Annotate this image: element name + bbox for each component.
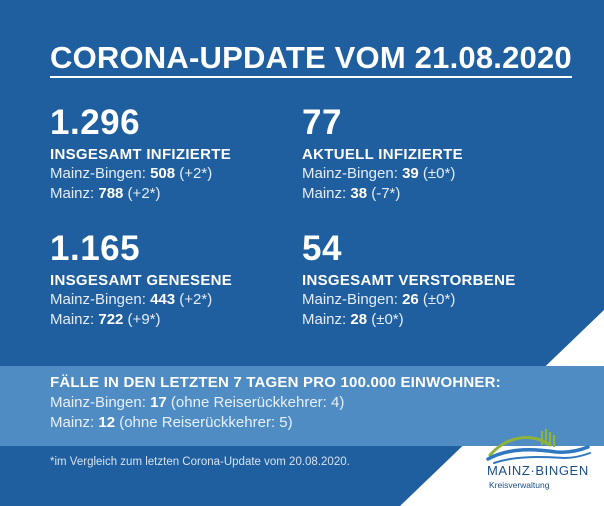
stat-label: AKTUELL INFIZIERTE <box>302 146 463 163</box>
stat-total-deceased: 54 INSGESAMT VERSTORBENE Mainz-Bingen: 2… <box>302 230 516 330</box>
stat-line-mainz: Mainz: 788 (+2*) <box>50 185 161 202</box>
logo-name: MAINZ·BINGEN <box>487 463 589 478</box>
incidence-band <box>0 366 604 446</box>
stat-total-recovered: 1.165 INSGESAMT GENESENE Mainz-Bingen: 4… <box>50 230 232 330</box>
stat-line-mainz: Mainz: 38 (-7*) <box>302 185 401 202</box>
stat-line-mainz-bingen: Mainz-Bingen: 39 (±0*) <box>302 165 456 182</box>
stat-line-mainz-bingen: Mainz-Bingen: 508 (+2*) <box>50 165 213 182</box>
logo-subtitle: Kreisverwaltung <box>489 480 550 490</box>
footnote: *im Vergleich zum letzten Corona-Update … <box>50 456 350 468</box>
incidence-line-mainz: Mainz: 12 (ohne Reiserückkehrer: 5) <box>50 414 293 431</box>
stat-label: INSGESAMT GENESENE <box>50 272 233 289</box>
incidence-info: FÄLLE IN DEN LETZTEN 7 TAGEN PRO 100.000… <box>50 373 501 433</box>
page-title: CORONA-UPDATE VOM 21.08.2020 <box>50 40 572 78</box>
stat-line-mainz: Mainz: 722 (+9*) <box>50 311 161 328</box>
stat-line-mainz-bingen: Mainz-Bingen: 443 (+2*) <box>50 291 213 308</box>
stat-label: INSGESAMT VERSTORBENE <box>302 272 516 289</box>
stat-number: 1.165 <box>50 229 141 268</box>
stat-number: 77 <box>302 103 342 142</box>
stat-total-infected: 1.296 INSGESAMT INFIZIERTE Mainz-Bingen:… <box>50 104 231 204</box>
stat-number: 1.296 <box>50 103 141 142</box>
incidence-heading: FÄLLE IN DEN LETZTEN 7 TAGEN PRO 100.000… <box>50 374 501 391</box>
stat-label: INSGESAMT INFIZIERTE <box>50 146 232 163</box>
landscape-hills-icon <box>486 429 591 464</box>
stat-number: 54 <box>302 229 342 268</box>
stat-line-mainz-bingen: Mainz-Bingen: 26 (±0*) <box>302 291 456 308</box>
stat-currently-infected: 77 AKTUELL INFIZIERTE Mainz-Bingen: 39 (… <box>302 104 463 204</box>
incidence-line-mainz-bingen: Mainz-Bingen: 17 (ohne Reiserückkehrer: … <box>50 394 345 411</box>
stat-line-mainz: Mainz: 28 (±0*) <box>302 311 404 328</box>
